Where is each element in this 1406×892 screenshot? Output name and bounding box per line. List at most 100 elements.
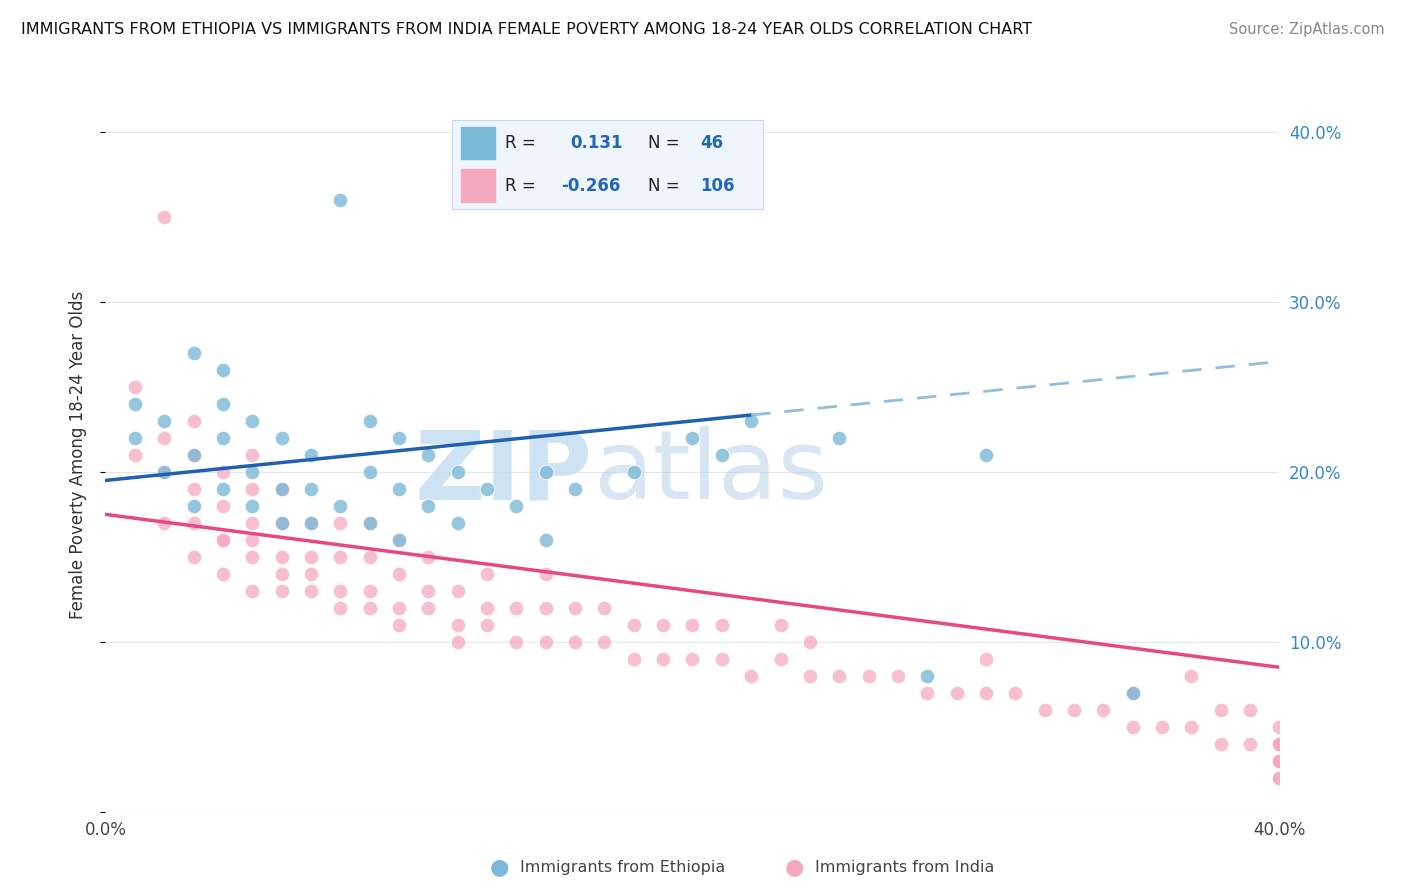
- Point: [1063, 703, 1085, 717]
- Point: [240, 482, 263, 496]
- Point: [1209, 737, 1232, 751]
- Point: [329, 600, 352, 615]
- Point: [418, 448, 440, 462]
- Point: [153, 465, 176, 479]
- Point: [505, 600, 527, 615]
- Point: [974, 652, 997, 666]
- Point: [388, 533, 411, 547]
- Point: [1122, 686, 1144, 700]
- Point: [359, 516, 381, 530]
- Y-axis label: Female Poverty Among 18-24 Year Olds: Female Poverty Among 18-24 Year Olds: [69, 291, 87, 619]
- Point: [270, 583, 292, 598]
- Text: -0.266: -0.266: [561, 177, 620, 194]
- Point: [270, 482, 292, 496]
- Point: [183, 516, 205, 530]
- Point: [1092, 703, 1115, 717]
- Point: [564, 482, 586, 496]
- Point: [153, 414, 176, 428]
- Point: [475, 566, 498, 581]
- Point: [475, 600, 498, 615]
- Point: [564, 600, 586, 615]
- Point: [359, 465, 381, 479]
- Point: [740, 669, 762, 683]
- Point: [446, 617, 468, 632]
- Point: [270, 516, 292, 530]
- Point: [917, 686, 939, 700]
- Point: [329, 549, 352, 564]
- Point: [534, 465, 557, 479]
- Text: R =: R =: [505, 134, 536, 152]
- Point: [446, 583, 468, 598]
- Point: [534, 600, 557, 615]
- Text: Source: ZipAtlas.com: Source: ZipAtlas.com: [1229, 22, 1385, 37]
- Point: [710, 652, 733, 666]
- Point: [418, 549, 440, 564]
- Text: ZIP: ZIP: [415, 426, 593, 519]
- Point: [240, 533, 263, 547]
- Point: [299, 516, 322, 530]
- Point: [418, 583, 440, 598]
- Point: [1268, 737, 1291, 751]
- Point: [475, 482, 498, 496]
- Point: [299, 583, 322, 598]
- Point: [270, 431, 292, 445]
- Point: [124, 431, 146, 445]
- Point: [534, 566, 557, 581]
- Point: [299, 516, 322, 530]
- Point: [1268, 754, 1291, 768]
- Text: Immigrants from India: Immigrants from India: [815, 860, 995, 874]
- Point: [240, 448, 263, 462]
- Text: N =: N =: [648, 134, 679, 152]
- Point: [740, 414, 762, 428]
- Point: [211, 431, 233, 445]
- Point: [682, 431, 704, 445]
- Point: [183, 448, 205, 462]
- Text: 46: 46: [700, 134, 724, 152]
- Point: [505, 499, 527, 513]
- Point: [623, 465, 645, 479]
- Text: 0.131: 0.131: [569, 134, 623, 152]
- Point: [211, 533, 233, 547]
- Point: [769, 652, 792, 666]
- Point: [418, 499, 440, 513]
- Point: [359, 414, 381, 428]
- Point: [240, 516, 263, 530]
- Point: [211, 465, 233, 479]
- Point: [682, 617, 704, 632]
- Text: ●: ●: [785, 857, 804, 877]
- Point: [299, 482, 322, 496]
- Point: [1004, 686, 1026, 700]
- Point: [564, 635, 586, 649]
- Point: [446, 465, 468, 479]
- Point: [359, 583, 381, 598]
- Point: [1268, 754, 1291, 768]
- Point: [211, 533, 233, 547]
- Point: [1122, 720, 1144, 734]
- Point: [329, 193, 352, 207]
- Point: [183, 346, 205, 360]
- Point: [1033, 703, 1056, 717]
- Point: [1268, 737, 1291, 751]
- Point: [299, 566, 322, 581]
- Point: [1239, 737, 1261, 751]
- Point: [593, 600, 616, 615]
- Point: [945, 686, 967, 700]
- Point: [183, 499, 205, 513]
- Point: [534, 533, 557, 547]
- Point: [359, 600, 381, 615]
- Point: [534, 635, 557, 649]
- Point: [240, 549, 263, 564]
- Text: 106: 106: [700, 177, 735, 194]
- Point: [623, 617, 645, 632]
- Point: [1268, 754, 1291, 768]
- Point: [418, 600, 440, 615]
- Point: [1209, 703, 1232, 717]
- Point: [1268, 754, 1291, 768]
- Text: R =: R =: [505, 177, 536, 194]
- Point: [652, 652, 675, 666]
- Point: [183, 414, 205, 428]
- Point: [710, 448, 733, 462]
- Point: [153, 431, 176, 445]
- Point: [153, 516, 176, 530]
- Point: [240, 465, 263, 479]
